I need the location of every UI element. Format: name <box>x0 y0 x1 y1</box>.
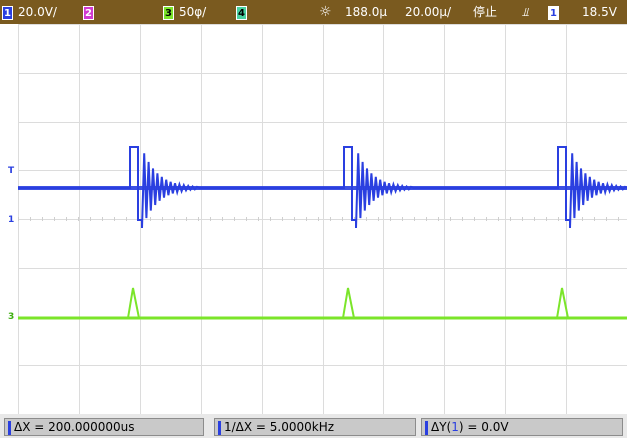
cursor-readout-bar: ΔX = 200.000000us 1/ΔX = 5.0000kHz ΔY(1)… <box>0 414 627 438</box>
time-offset[interactable]: 188.0µ <box>345 5 387 19</box>
ch2-scale[interactable]: 2 <box>83 4 99 20</box>
delta-x-value: ΔX = 200.000000us <box>14 420 135 434</box>
rising-edge-icon[interactable]: ⫫ <box>522 5 529 19</box>
trigger-source[interactable]: 1 <box>548 4 564 20</box>
inverse-delta-x-value: 1/ΔX = 5.0000kHz <box>224 420 335 434</box>
ch3-scale-value: 50φ/ <box>179 5 207 19</box>
waveform-display <box>18 24 627 414</box>
ch3-trace <box>18 287 627 319</box>
ch4-badge: 4 <box>236 5 247 20</box>
ch3-badge: 3 <box>163 5 174 20</box>
ch4-scale[interactable]: 4 <box>236 4 252 20</box>
delta-y-prefix: ΔY( <box>431 420 452 434</box>
ch1-ground-marker[interactable]: 1 <box>8 215 15 225</box>
trigger-level-marker[interactable]: T <box>8 166 15 176</box>
inverse-delta-x-readout[interactable]: 1/ΔX = 5.0000kHz <box>214 418 416 436</box>
ch1-badge: 1 <box>2 5 13 20</box>
ch1-scale[interactable]: 1 20.0V/ <box>2 4 57 20</box>
ch3-ground-marker[interactable]: 3 <box>8 312 15 322</box>
delta-y-chip <box>425 420 428 435</box>
trigger-channel-badge: 1 <box>548 5 559 20</box>
delta-y-readout[interactable]: ΔY(1) = 0.0V <box>421 418 623 436</box>
inverse-delta-x-chip <box>218 420 221 435</box>
delta-x-chip <box>8 420 11 435</box>
time-scale[interactable]: 20.00µ/ <box>405 5 452 19</box>
ch1-scale-value: 20.0V/ <box>18 5 57 19</box>
run-status[interactable]: 停止 <box>473 5 498 19</box>
delta-x-readout[interactable]: ΔX = 200.000000us <box>4 418 204 436</box>
delta-y-suffix: ) = 0.0V <box>458 420 509 434</box>
sun-icon[interactable]: ☼ <box>319 4 332 20</box>
ch3-scale[interactable]: 3 50φ/ <box>163 4 206 20</box>
trigger-level[interactable]: 18.5V <box>582 5 617 19</box>
status-bar: 1 20.0V/ 2 3 50φ/ 4 ☼ 188.0µ 20.00µ/ 停止 ⫫ … <box>0 0 627 24</box>
ch2-badge: 2 <box>83 5 94 20</box>
delta-y-channel: 1 <box>451 420 459 434</box>
graticule <box>18 24 627 414</box>
